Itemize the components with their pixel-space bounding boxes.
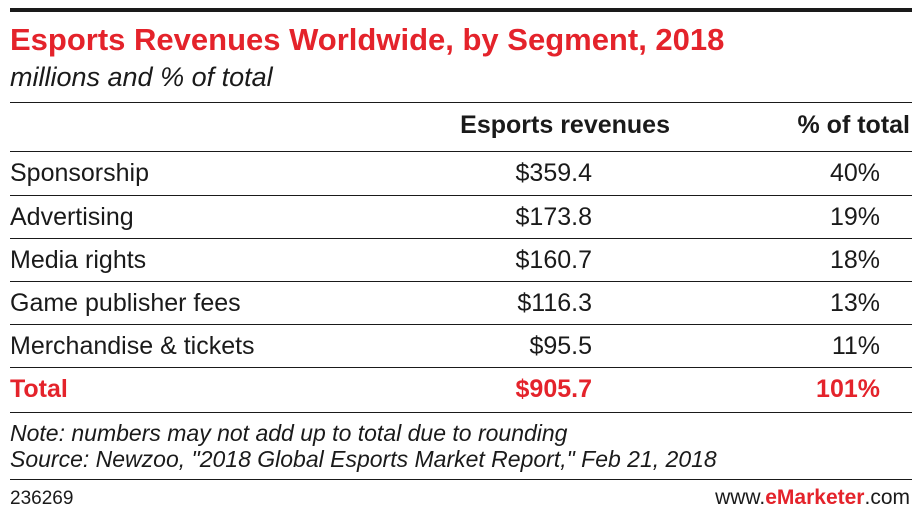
row-divider [10, 238, 912, 239]
total-bottom-rule [10, 412, 912, 413]
brand-prefix: www. [715, 486, 766, 509]
brand-logo: www.eMarketer.com [715, 486, 910, 510]
row-label: Sponsorship [10, 159, 149, 187]
header-bottom-rule [10, 151, 912, 152]
brand-name: eMarketer [765, 486, 865, 509]
footer-rule [10, 479, 912, 480]
row-percent: 18% [829, 246, 880, 274]
row-revenue: $116.3 [517, 289, 592, 317]
row-percent: 40% [829, 159, 880, 187]
table-row: Game publisher fees $116.3 13% [0, 282, 922, 325]
header-top-rule [10, 102, 912, 103]
row-label: Game publisher fees [10, 289, 241, 317]
row-divider [10, 281, 912, 282]
table-row: Merchandise & tickets $95.5 11% [0, 325, 922, 368]
total-row: Total $905.7 101% [0, 368, 922, 411]
row-percent: 11% [831, 332, 880, 360]
top-rule [10, 8, 912, 12]
row-divider [10, 367, 912, 368]
row-divider [10, 324, 912, 325]
row-revenue: $359.4 [515, 159, 592, 187]
footnote: Note: numbers may not add up to total du… [10, 420, 568, 446]
chart-title: Esports Revenues Worldwide, by Segment, … [10, 22, 725, 57]
table-row: Media rights $160.7 18% [0, 239, 922, 282]
source-note: Source: Newzoo, "2018 Global Esports Mar… [10, 446, 717, 472]
column-header-revenues: Esports revenues [460, 111, 670, 139]
row-percent: 13% [829, 289, 880, 317]
total-label: Total [10, 375, 68, 403]
row-revenue: $95.5 [529, 332, 592, 360]
table-row: Advertising $173.8 19% [0, 196, 922, 239]
row-percent: 19% [829, 203, 880, 231]
table-row: Sponsorship $359.4 40% [0, 152, 922, 195]
total-percent: 101% [816, 375, 880, 403]
row-label: Merchandise & tickets [10, 332, 255, 360]
row-label: Media rights [10, 246, 147, 274]
row-revenue: $173.8 [515, 203, 592, 231]
row-revenue: $160.7 [515, 246, 592, 274]
column-header-percent: % of total [797, 111, 911, 139]
chart-id: 236269 [10, 488, 74, 509]
chart-subtitle: millions and % of total [10, 62, 273, 92]
row-label: Advertising [10, 203, 134, 231]
total-revenue: $905.7 [515, 375, 592, 403]
brand-suffix: .com [864, 486, 910, 509]
row-divider [10, 195, 912, 196]
